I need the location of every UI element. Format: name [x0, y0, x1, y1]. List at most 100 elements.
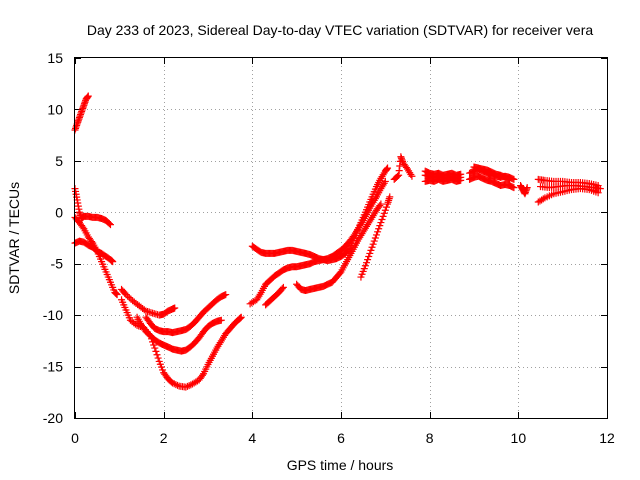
y-tick-labels: 15 10 5 0 -5 -10 -15 -20 — [43, 50, 63, 426]
series-trace-4 — [71, 237, 117, 266]
data-point-marker — [171, 304, 179, 312]
y-tick-label: -15 — [43, 359, 63, 375]
data-point-marker — [185, 382, 193, 390]
data-point-marker — [152, 347, 160, 355]
y-tick-label: -10 — [43, 307, 63, 323]
data-point-marker — [381, 177, 389, 185]
data-point-marker — [377, 200, 385, 208]
data-point-marker — [279, 283, 287, 291]
data-point-marker — [222, 291, 230, 299]
data-point-marker — [278, 285, 286, 293]
data-point-marker — [375, 225, 383, 233]
x-axis-label: GPS time / hours — [287, 457, 394, 473]
data-point-marker — [198, 371, 206, 379]
series-trace-10 — [246, 177, 389, 308]
data-point-marker — [217, 316, 225, 324]
series-trace-20 — [470, 163, 513, 183]
data-point-marker — [379, 212, 387, 220]
data-point-marker — [106, 221, 114, 229]
data-point-marker — [408, 172, 416, 180]
data-point-marker — [377, 219, 385, 227]
y-axis-label: SDTVAR / TECUs — [6, 182, 22, 294]
data-point-marker — [169, 379, 177, 387]
data-point-marker — [381, 206, 389, 214]
series-trace-14 — [390, 153, 416, 183]
data-point-marker — [122, 291, 130, 299]
data-point-marker — [364, 256, 372, 264]
x-tick-label: 6 — [337, 430, 345, 446]
data-point-marker — [79, 223, 87, 231]
series-trace-6 — [118, 296, 245, 391]
data-point-marker — [376, 202, 384, 210]
series-trace-19 — [466, 172, 518, 192]
data-point-marker — [124, 292, 132, 300]
series-trace-2 — [71, 185, 114, 229]
data-point-marker — [183, 382, 191, 390]
data-point-marker — [394, 172, 402, 180]
data-point-marker — [367, 246, 375, 254]
data-point-marker — [378, 215, 386, 223]
data-point-marker — [125, 294, 133, 302]
data-point-marker — [105, 220, 113, 228]
data-point-marker — [84, 92, 92, 100]
data-point-marker — [523, 184, 531, 192]
data-point-marker — [237, 313, 245, 321]
data-point-marker — [366, 249, 374, 257]
data-point-marker — [376, 222, 384, 230]
series-trace-5 — [118, 285, 179, 319]
x-tick-labels: 0 2 4 6 8 10 12 — [71, 430, 615, 446]
data-point-marker — [150, 341, 158, 349]
data-point-marker — [370, 237, 378, 245]
series-trace-17 — [421, 175, 465, 185]
data-point-marker — [596, 185, 604, 193]
x-tick-label: 4 — [248, 430, 256, 446]
data-point-marker — [170, 380, 178, 388]
x-tick-label: 0 — [71, 430, 79, 446]
data-point-marker — [380, 209, 388, 217]
data-point-marker — [457, 170, 465, 178]
series-trace-21 — [517, 182, 531, 198]
data-point-marker — [372, 231, 380, 239]
x-tick-label: 8 — [426, 430, 434, 446]
data-point-marker — [539, 195, 547, 203]
grid-lines — [75, 58, 607, 418]
data-point-marker — [382, 203, 390, 211]
data-point-marker — [113, 291, 121, 299]
series-trace-8 — [133, 313, 225, 355]
chart-title: Day 233 of 2023, Sidereal Day-to-day VTE… — [87, 22, 593, 38]
data-point-marker — [386, 193, 394, 201]
data-point-marker — [174, 381, 182, 389]
y-tick-label: -5 — [51, 256, 64, 272]
data-point-marker — [153, 351, 161, 359]
data-point-marker — [362, 259, 370, 267]
series-trace-12 — [293, 200, 385, 294]
y-tick-label: -20 — [43, 410, 63, 426]
data-point-marker — [505, 175, 513, 183]
data-point-marker — [361, 262, 369, 270]
data-points — [71, 92, 604, 391]
data-point-marker — [384, 164, 392, 172]
data-point-marker — [371, 234, 379, 242]
series-trace-13 — [357, 193, 394, 281]
series-trace-7 — [142, 291, 230, 337]
data-point-marker — [368, 243, 376, 251]
data-point-marker — [109, 258, 117, 266]
series-trace-11 — [262, 283, 287, 309]
y-tick-label: 15 — [47, 50, 63, 66]
data-point-marker — [457, 176, 465, 184]
series-trace-24 — [537, 182, 604, 193]
data-point-marker — [172, 381, 180, 389]
data-point-marker — [154, 354, 162, 362]
series-trace-3 — [71, 213, 121, 299]
series-trace-16 — [421, 167, 465, 179]
x-tick-label: 10 — [511, 430, 527, 446]
y-tick-label: 5 — [55, 153, 63, 169]
data-point-marker — [510, 184, 518, 192]
y-tick-label: 0 — [55, 204, 63, 220]
data-point-marker — [374, 228, 382, 236]
data-point-marker — [182, 383, 190, 391]
y-tick-label: 10 — [47, 101, 63, 117]
plot-frame — [74, 57, 608, 419]
data-point-marker — [151, 344, 159, 352]
